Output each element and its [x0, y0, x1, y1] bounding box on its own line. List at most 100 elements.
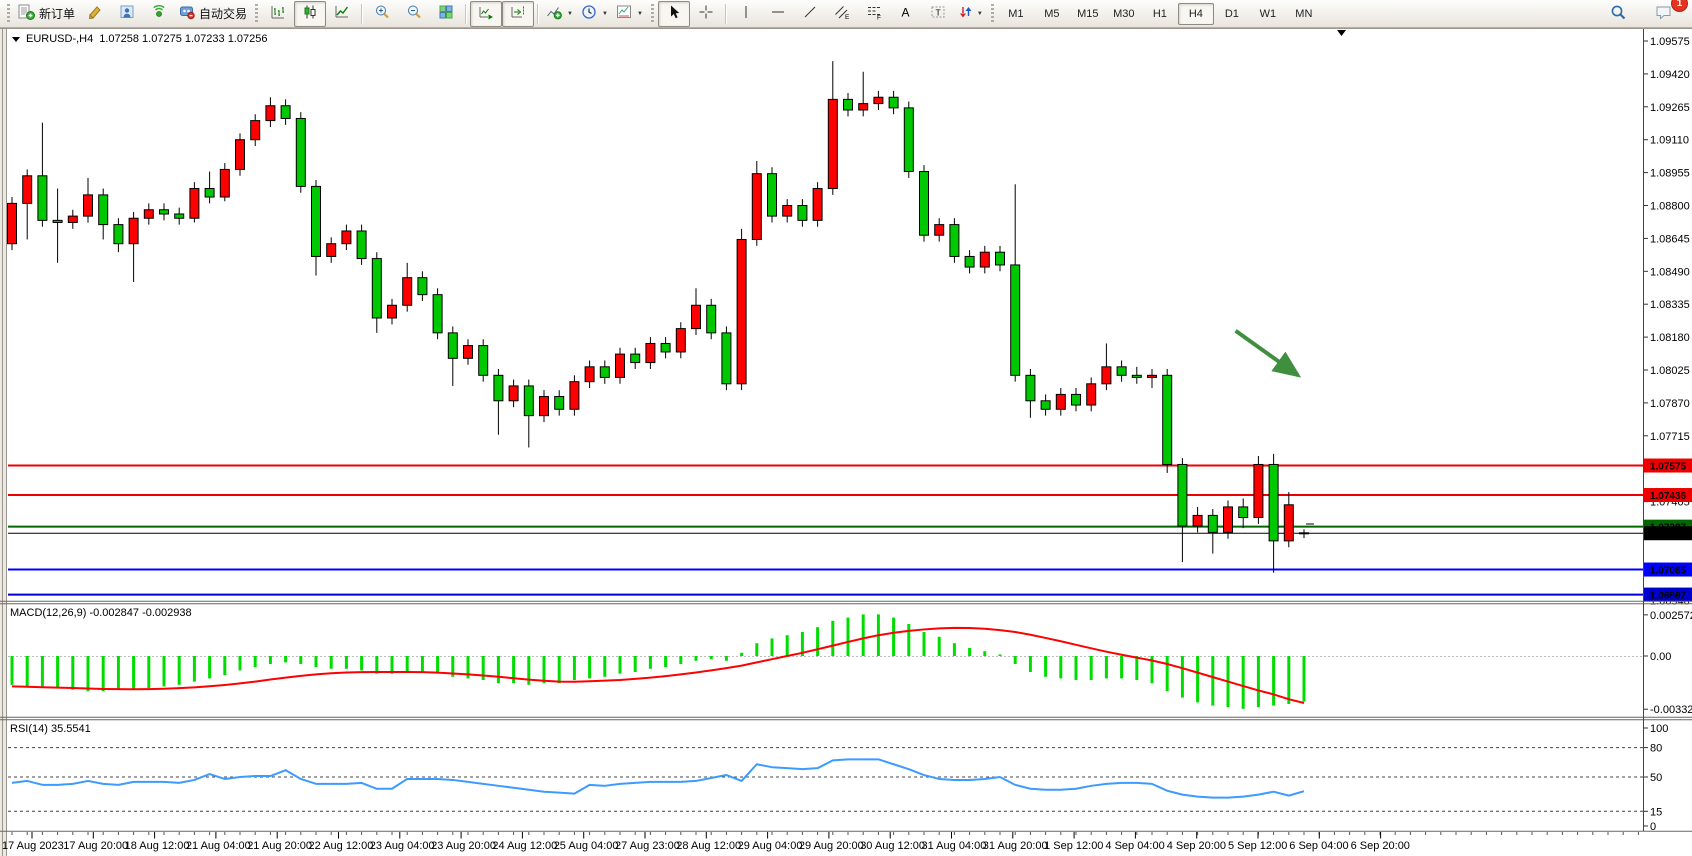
macd-signal-line: [11, 626, 1305, 704]
crosshair-button[interactable]: [690, 1, 722, 27]
periods-button[interactable]: ▼: [577, 1, 612, 27]
price-badge: [1644, 587, 1692, 602]
candle-body: [1177, 463, 1188, 527]
horizontal-line-button[interactable]: [762, 1, 794, 27]
search-button[interactable]: [1602, 1, 1634, 27]
candle-body: [523, 385, 534, 417]
text-label-button[interactable]: T: [922, 1, 954, 27]
one-click-trading-collapse-icon[interactable]: [12, 36, 20, 42]
fibonacci-button[interactable]: F: [858, 1, 890, 27]
candle-body: [417, 277, 428, 296]
timeframe-h4-button[interactable]: H4: [1177, 2, 1214, 25]
cursor-button[interactable]: [657, 0, 690, 27]
price-badges: 1.075751.074361.072871.072561.070851.069…: [1644, 458, 1692, 602]
candle-body: [782, 205, 793, 217]
candles-layer[interactable]: [7, 61, 1315, 573]
price-tick-label: 1.09420: [1650, 69, 1690, 81]
arrows-button[interactable]: ▼: [954, 1, 987, 27]
arrows-dropdown-caret: ▼: [976, 10, 983, 17]
toolbar-grip[interactable]: [650, 3, 654, 24]
signals-button[interactable]: [143, 1, 175, 27]
arrow-annotation[interactable]: [1234, 329, 1302, 378]
notifications-button[interactable]: 1: [1648, 0, 1688, 27]
candle-body: [508, 385, 519, 402]
rsi-scale-label: 100: [1650, 723, 1668, 735]
timeframe-m5-button[interactable]: M5: [1034, 3, 1070, 25]
line-chart-icon: [334, 4, 350, 23]
chart-shift-button[interactable]: [502, 0, 535, 27]
text-button[interactable]: A: [890, 1, 922, 27]
price-badge-label: 1.06967: [1650, 591, 1687, 602]
candle-body: [1283, 504, 1294, 542]
timeframe-m15-button[interactable]: M15: [1070, 3, 1106, 25]
metaeditor-button[interactable]: [79, 1, 111, 27]
vertical-line-button[interactable]: [730, 1, 762, 27]
timeframe-m1-button[interactable]: M1: [998, 3, 1034, 25]
candle-body: [721, 332, 732, 385]
candle-body: [402, 277, 413, 306]
candlestick-chart-icon: [302, 4, 318, 23]
candle-body: [1253, 463, 1264, 519]
candlestick-chart-button[interactable]: [294, 0, 327, 27]
tile-windows-icon: [438, 4, 454, 23]
candle-body: [979, 251, 990, 268]
new-order-button[interactable]: 新订单: [14, 1, 79, 27]
timeframe-label: H1: [1152, 7, 1167, 20]
macd-indicator-label: MACD(12,26,9) -0.002847 -0.002938: [10, 607, 192, 619]
candle-body: [1238, 506, 1249, 519]
candle-body: [797, 205, 808, 221]
time-tick-label: 6 Sep 20:00: [1351, 840, 1410, 852]
candle-body: [1162, 374, 1173, 465]
time-tick-label: 24 Aug 12:00: [492, 840, 557, 852]
toolbar-grip[interactable]: [7, 3, 10, 24]
timeframe-label: D1: [1224, 7, 1239, 20]
zoom-in-button[interactable]: [366, 1, 398, 27]
time-tick-label: 23 Aug 04:00: [370, 840, 435, 852]
candle-body: [599, 366, 610, 378]
candle-body: [1223, 506, 1233, 533]
zoom-out-button[interactable]: [398, 1, 430, 27]
candle-body: [615, 353, 625, 378]
candle-body: [1147, 374, 1157, 378]
level-lines[interactable]: [8, 464, 1643, 596]
macd-layer: [8, 614, 1643, 709]
chart-background: [7, 28, 1692, 856]
autotrading-button[interactable]: 自动交易: [175, 1, 251, 27]
mql5-community-button[interactable]: [111, 1, 143, 27]
timeframe-mn-button[interactable]: MN: [1286, 3, 1322, 25]
indicators-button[interactable]: ▼: [542, 1, 577, 27]
candle-body: [1086, 383, 1097, 406]
text-icon: A: [898, 4, 914, 23]
time-tick-label: 21 Aug 20:00: [247, 840, 312, 852]
candle-body: [1268, 463, 1279, 542]
timeframe-w1-button[interactable]: W1: [1250, 3, 1286, 25]
tile-windows-button[interactable]: [430, 1, 462, 27]
time-tick-label: 18 Aug 12:00: [125, 840, 190, 852]
trendline-button[interactable]: [794, 1, 826, 27]
price-tick-label: 1.08645: [1650, 233, 1690, 245]
rsi-scale-label: 50: [1650, 772, 1662, 784]
timeframe-d1-button[interactable]: D1: [1214, 3, 1250, 25]
candle-body: [584, 366, 595, 383]
toolbar-separator: [537, 3, 540, 24]
price-tick-label: 1.08025: [1650, 365, 1690, 377]
candle-body: [98, 194, 109, 226]
timeframe-m30-button[interactable]: M30: [1106, 3, 1142, 25]
price-badge: [1644, 526, 1692, 541]
timeframe-h1-button[interactable]: H1: [1142, 3, 1178, 25]
candle-body: [706, 304, 717, 334]
price-tick-label: 1.08335: [1650, 299, 1690, 311]
equidistant-channel-button[interactable]: E: [826, 1, 858, 27]
toolbar-grip[interactable]: [990, 3, 994, 24]
candle-body: [1101, 366, 1112, 385]
time-tick-label: 21 Aug 04:00: [186, 840, 251, 852]
chart-ohlc-quote: 1.07258 1.07275 1.07233 1.07256: [99, 33, 268, 45]
bar-chart-button[interactable]: [262, 1, 294, 27]
templates-button[interactable]: ▼: [612, 1, 647, 27]
toolbar-grip[interactable]: [255, 3, 259, 24]
candle-body: [143, 209, 154, 219]
timeframe-label: M15: [1077, 7, 1099, 20]
line-chart-button[interactable]: [326, 1, 358, 27]
auto-scroll-button[interactable]: [470, 0, 503, 27]
